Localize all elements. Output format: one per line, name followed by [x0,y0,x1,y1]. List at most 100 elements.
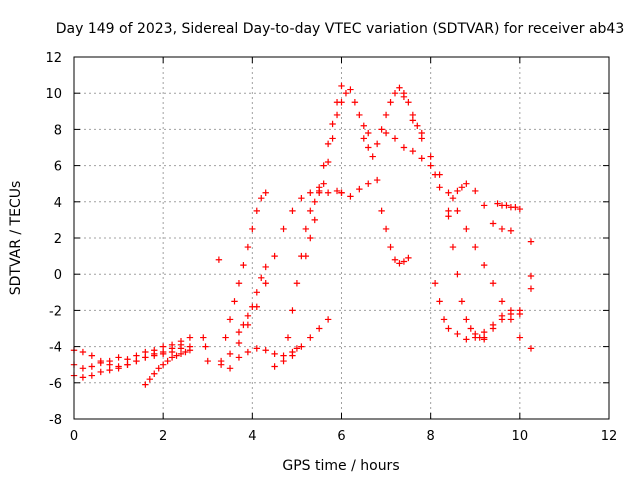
data-point [271,252,278,260]
data-point [418,135,425,142]
data-point [400,258,408,265]
data-point [480,334,488,341]
data-point [489,220,497,227]
data-point [463,225,470,233]
data-point [463,180,470,187]
data-point [115,354,122,361]
data-point [142,354,149,361]
data-point [159,343,167,350]
data-point [164,357,171,365]
data-point [527,345,535,352]
data-point [391,90,399,97]
x-axis-label: GPS time / hours [282,458,399,474]
data-point [142,348,149,356]
data-point [360,135,367,142]
data-point [480,202,488,209]
y-tick-label: 4 [54,196,62,211]
data-point [115,365,122,372]
y-tick-label: 8 [54,123,62,138]
data-point [155,365,162,372]
data-point [106,361,113,368]
data-point [373,140,381,148]
data-point [177,341,185,348]
data-point [409,147,417,155]
data-point [311,216,318,224]
data-point [409,111,417,119]
data-point [307,234,314,242]
data-point [427,153,434,160]
data-point [338,99,345,106]
data-point [507,316,515,323]
data-point [324,189,332,196]
data-point [489,325,497,332]
data-points [70,82,535,388]
data-point [280,225,287,233]
data-point [356,185,363,193]
data-point [159,361,167,368]
data-point [235,280,243,287]
data-point [302,252,310,260]
data-point [436,171,443,178]
data-point [512,204,519,211]
data-point [168,354,176,361]
data-point [258,194,265,202]
data-point [106,366,113,374]
data-point [333,187,341,195]
data-point [226,350,234,358]
data-point [302,225,310,233]
data-point [449,194,457,202]
y-tick-label: 12 [45,51,62,66]
data-point [440,316,448,323]
data-point [365,144,372,151]
data-point [516,205,524,213]
data-point [329,135,336,142]
data-point [356,111,363,119]
data-point [146,375,153,383]
data-point [387,99,394,106]
y-tick-label: 10 [45,87,62,102]
plot-frame [73,56,610,420]
data-point [284,334,292,341]
y-tick-label: 0 [54,268,62,283]
data-point [436,298,443,305]
x-tick-label: 10 [512,429,529,444]
data-point [235,328,243,336]
data-point [324,158,332,166]
data-point [280,352,287,359]
data-point [159,348,167,356]
y-tick-label: -4 [49,341,62,356]
data-point [382,129,390,137]
data-point [405,99,412,106]
data-point [253,345,260,352]
data-point [226,316,234,323]
data-point [293,280,301,287]
x-tick-label: 6 [337,429,345,444]
data-point [204,357,211,365]
data-point [387,243,394,251]
x-tick-label: 2 [159,429,167,444]
data-point [454,271,461,278]
data-point [427,162,434,169]
data-point [445,325,452,332]
data-point [445,207,452,215]
data-point [316,184,323,191]
axes: 0 2 4 6 8 10 12 -8 -6 -4 -2 0 2 4 6 8 10 12 [45,51,617,444]
data-point [472,330,479,338]
data-point [311,198,318,205]
data-point [262,263,269,271]
data-point [249,303,256,310]
data-point [88,352,96,359]
data-point [400,93,408,101]
data-point [151,370,158,377]
data-point [373,176,381,184]
data-point [489,280,497,287]
data-point [97,368,104,376]
data-point [142,381,149,388]
data-point [347,86,354,93]
data-point [445,189,452,196]
y-axis-label: SDTVAR / TECUs [8,181,24,296]
data-point [168,345,176,352]
data-point [507,227,515,234]
data-point [249,225,256,233]
data-point [79,374,87,381]
